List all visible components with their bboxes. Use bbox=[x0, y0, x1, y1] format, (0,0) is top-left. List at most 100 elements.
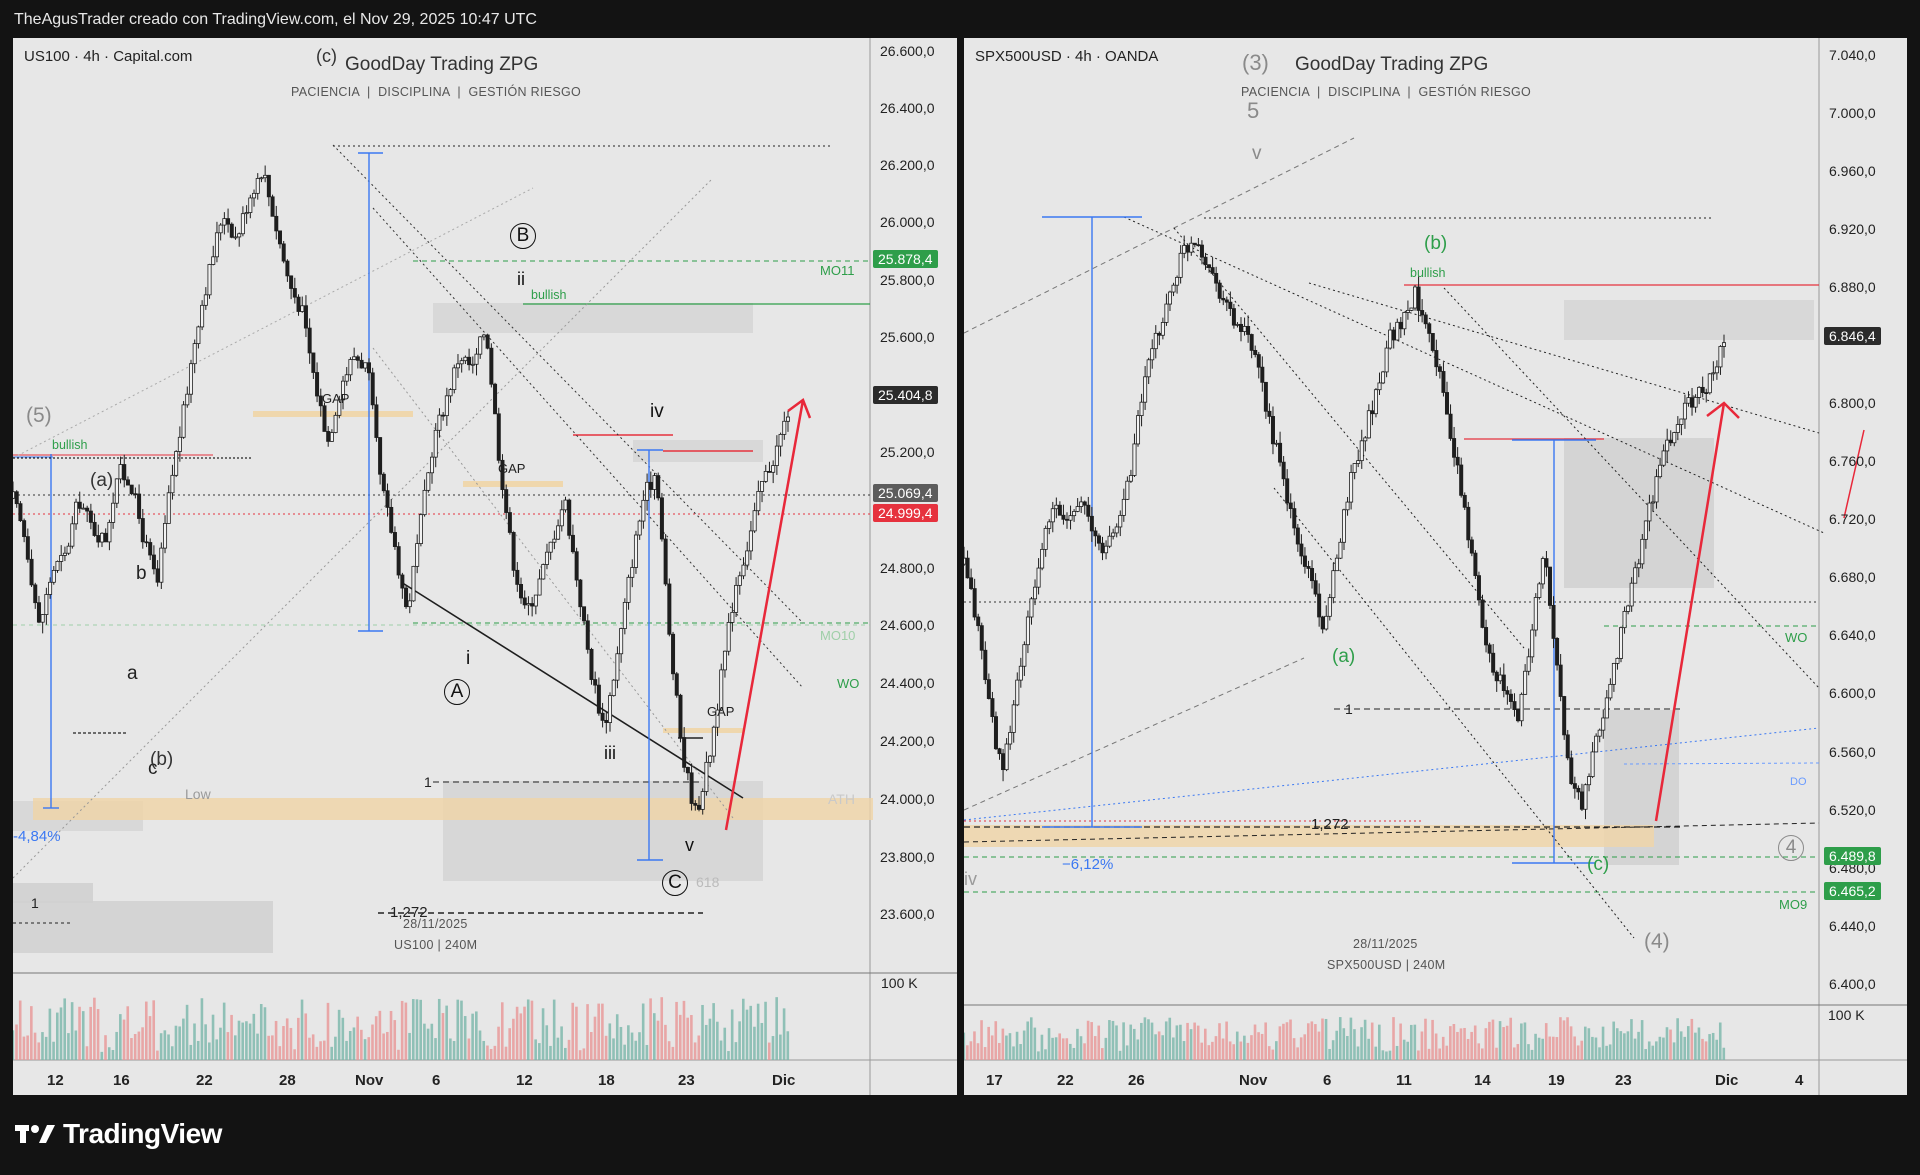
volume-bar bbox=[682, 1000, 686, 1060]
volume-bar bbox=[686, 1017, 689, 1060]
candle-body bbox=[697, 804, 702, 810]
candle-body bbox=[85, 507, 90, 512]
candle-body bbox=[1516, 709, 1521, 722]
candle-body bbox=[1622, 611, 1627, 629]
candle-body bbox=[1455, 456, 1460, 466]
candle-body bbox=[1214, 272, 1219, 284]
candle-body bbox=[722, 650, 727, 671]
left-tag-mo11: 25.878,4 bbox=[873, 250, 938, 268]
candle-body bbox=[233, 236, 238, 239]
annotation-line-5 bbox=[1123, 216, 1825, 534]
volume-bar bbox=[1338, 1017, 1342, 1060]
candle-body bbox=[641, 499, 646, 522]
wave-label-4-paren: (4) bbox=[1644, 930, 1670, 953]
volume-bar bbox=[55, 1012, 59, 1060]
volume-bar bbox=[1711, 1032, 1715, 1060]
candle-body bbox=[752, 510, 757, 532]
wave-label-b-paren: (b) bbox=[150, 749, 174, 770]
volume-bar bbox=[567, 1039, 571, 1060]
volume-bar bbox=[1395, 1045, 1399, 1060]
candle-body bbox=[1118, 514, 1123, 528]
volume-bar bbox=[330, 1046, 333, 1060]
volume-bar bbox=[1470, 1031, 1473, 1060]
candle-body bbox=[1675, 424, 1680, 433]
right-watermark-title: GoodDay Trading ZPG bbox=[1295, 54, 1489, 75]
volume-bar bbox=[1665, 1027, 1669, 1060]
volume-bar bbox=[1037, 1051, 1040, 1060]
price-tick-label: 23.800,0 bbox=[880, 849, 935, 865]
volume-bar bbox=[1644, 1049, 1647, 1060]
candle-body bbox=[1004, 743, 1009, 771]
candle-body bbox=[969, 577, 974, 589]
volume-bar bbox=[1168, 1017, 1172, 1060]
candle-body bbox=[593, 679, 598, 686]
volume-bar bbox=[730, 1009, 734, 1060]
candle-body bbox=[493, 383, 498, 415]
tradingview-logo[interactable]: TradingView bbox=[15, 1118, 222, 1150]
volume-bar bbox=[144, 1001, 148, 1060]
candle-body bbox=[1139, 401, 1144, 417]
candle-body bbox=[1317, 593, 1322, 618]
volume-bar bbox=[315, 1046, 319, 1060]
volume-bar bbox=[475, 1011, 478, 1060]
candle-body bbox=[1437, 366, 1442, 372]
candle-body bbox=[1640, 538, 1645, 565]
volume-bar bbox=[1434, 1033, 1438, 1060]
volume-bar bbox=[1246, 1042, 1250, 1060]
volume-bar bbox=[48, 1008, 52, 1060]
candle-body bbox=[1448, 413, 1453, 439]
volume-bar bbox=[1708, 1034, 1711, 1060]
zone-8 bbox=[663, 728, 743, 733]
candle-body bbox=[1409, 307, 1414, 311]
left-chart-panel[interactable]: US100 · 4h · Capital.com GoodDay Trading… bbox=[13, 38, 957, 1095]
candle-body bbox=[782, 420, 787, 435]
right-chart-svg[interactable] bbox=[964, 38, 1907, 1095]
candle-body bbox=[1555, 638, 1560, 666]
candle-body bbox=[737, 575, 742, 586]
volume-bar bbox=[1498, 1021, 1502, 1060]
volume-bar bbox=[282, 1026, 285, 1060]
candle-body bbox=[463, 356, 468, 362]
volume-bar bbox=[1232, 1044, 1236, 1060]
candle-body bbox=[337, 399, 342, 416]
candle-body bbox=[533, 594, 538, 607]
candle-body bbox=[1281, 461, 1286, 480]
left-chart-svg[interactable] bbox=[13, 38, 957, 1095]
candle-body bbox=[630, 567, 635, 578]
volume-bar bbox=[964, 1032, 966, 1060]
candle-body bbox=[1072, 510, 1077, 517]
volume-bar bbox=[133, 1034, 137, 1060]
volume-bar bbox=[1164, 1021, 1168, 1060]
candle-body bbox=[188, 363, 193, 395]
candle-body bbox=[285, 260, 290, 277]
volume-bar bbox=[623, 1044, 626, 1060]
candle-body bbox=[986, 679, 991, 699]
candle-body bbox=[1114, 526, 1119, 534]
candle-body bbox=[1601, 717, 1606, 731]
candle-body bbox=[481, 334, 486, 338]
candle-body bbox=[296, 296, 301, 312]
candle-body bbox=[1263, 381, 1268, 412]
candle-body bbox=[1665, 439, 1670, 452]
candle-body bbox=[1558, 664, 1563, 697]
candle-body bbox=[1228, 301, 1233, 309]
candle-body bbox=[574, 551, 579, 581]
candle-body bbox=[1427, 323, 1432, 334]
candle-body bbox=[259, 177, 264, 180]
candle-body bbox=[1583, 784, 1588, 810]
candle-body bbox=[1164, 303, 1169, 323]
candle-body bbox=[1384, 347, 1389, 373]
volume-bar bbox=[274, 1020, 278, 1060]
wave-label-C-circle: C bbox=[662, 870, 688, 896]
volume-bar bbox=[170, 1046, 174, 1060]
candle-body bbox=[13, 491, 16, 499]
volume-bar bbox=[1459, 1028, 1463, 1060]
candle-body bbox=[166, 492, 171, 524]
candle-body bbox=[181, 404, 186, 438]
right-chart-panel[interactable]: SPX500USD · 4h · OANDA GoodDay Trading Z… bbox=[964, 38, 1907, 1095]
volume-bar bbox=[248, 1023, 252, 1060]
candle-body bbox=[530, 603, 535, 607]
candle-body bbox=[144, 541, 149, 544]
volume-bar bbox=[1697, 1027, 1701, 1060]
volume-bar bbox=[515, 1006, 519, 1060]
